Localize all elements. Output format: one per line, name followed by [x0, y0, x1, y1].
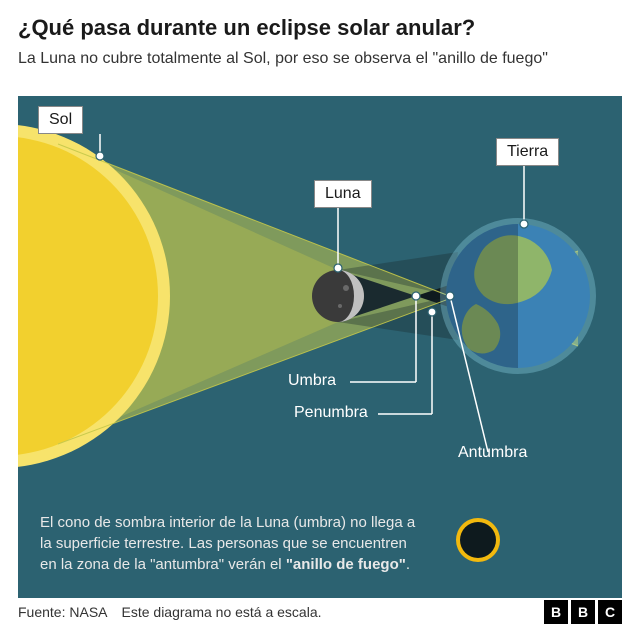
infographic-frame: ¿Qué pasa durante un eclipse solar anula…: [0, 0, 640, 638]
bbc-c: C: [598, 600, 622, 624]
caption-bold: "anillo de fuego": [286, 556, 406, 573]
moon-crater: [338, 304, 342, 308]
page-title: ¿Qué pasa durante un eclipse solar anula…: [18, 14, 622, 42]
dot-sol: [96, 152, 104, 160]
dot-umbra: [412, 292, 420, 300]
dot-luna: [334, 264, 342, 272]
dot-penumbra: [428, 308, 436, 316]
dot-antumbra: [446, 292, 454, 300]
footer: Fuente: NASA Este diagrama no está a esc…: [18, 600, 622, 624]
label-sol: Sol: [38, 106, 83, 134]
earth-night: [446, 224, 518, 368]
bbc-b1: B: [544, 600, 568, 624]
eclipse-diagram: Sol Luna Tierra Umbra Penumbra Antumbra: [18, 96, 622, 478]
footer-source: Fuente: NASA: [18, 604, 108, 620]
page-subtitle: La Luna no cubre totalmente al Sol, por …: [18, 48, 622, 70]
caption-text: El cono de sombra interior de la Luna (u…: [40, 512, 420, 575]
header: ¿Qué pasa durante un eclipse solar anula…: [0, 0, 640, 77]
bbc-logo: B B C: [544, 600, 622, 624]
caption-tail: .: [406, 556, 410, 573]
label-umbra: Umbra: [288, 372, 336, 390]
bbc-b2: B: [571, 600, 595, 624]
moon-crater: [343, 285, 349, 291]
label-penumbra: Penumbra: [294, 404, 368, 422]
footer-note: Este diagrama no está a escala.: [122, 604, 322, 620]
label-antumbra: Antumbra: [458, 444, 527, 462]
label-luna: Luna: [314, 180, 372, 208]
label-tierra: Tierra: [496, 138, 559, 166]
ring-of-fire-icon: [452, 514, 504, 566]
dot-tierra: [520, 220, 528, 228]
footer-left: Fuente: NASA Este diagrama no está a esc…: [18, 604, 322, 620]
